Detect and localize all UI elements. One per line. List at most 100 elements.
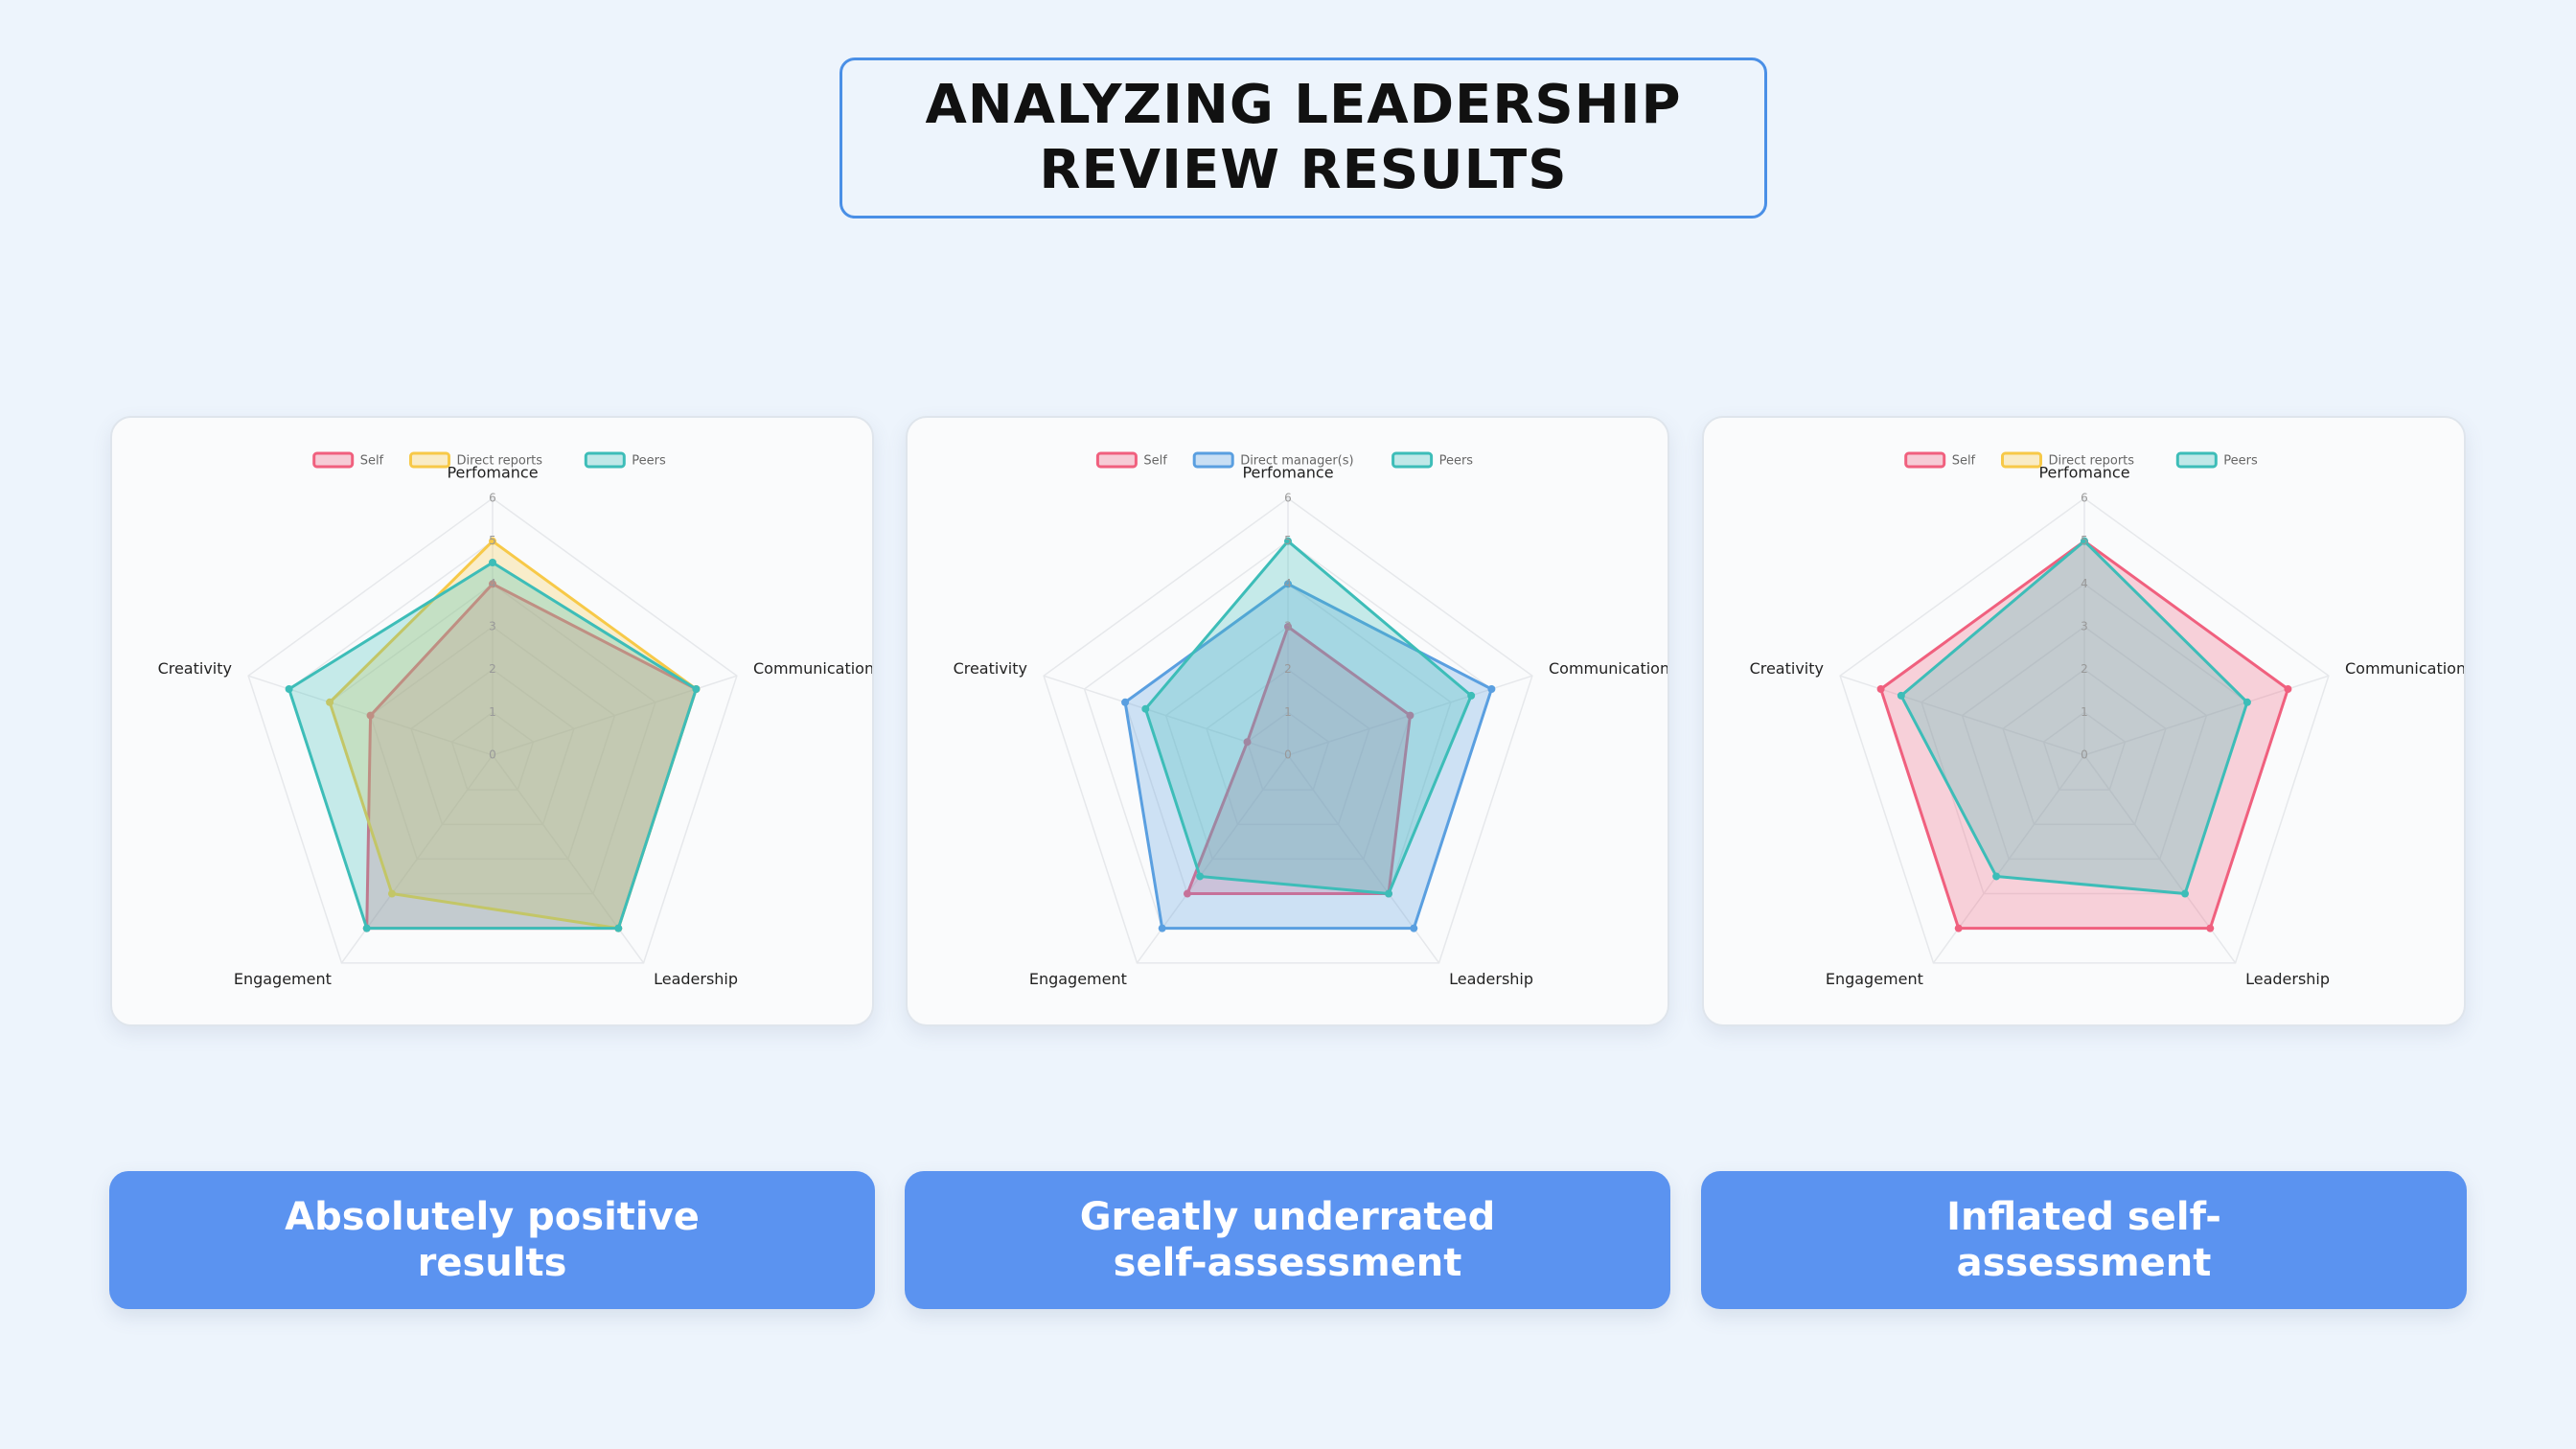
grid-line: [1246, 711, 1330, 791]
radar-point: [326, 698, 334, 706]
grid-line: [1920, 583, 2248, 895]
radar-point: [1183, 889, 1191, 898]
legend-label: Self: [1143, 454, 1167, 469]
r-tick-label: 5: [489, 534, 496, 547]
caption: Absolutely positive results: [109, 1171, 875, 1309]
radar-area: [1123, 582, 1494, 931]
radar-point: [614, 924, 623, 932]
r-tick-label: 5: [1284, 534, 1292, 547]
r-tick-label: 0: [489, 748, 496, 762]
r-tick-label: 0: [1284, 748, 1292, 762]
grid-line: [1961, 626, 2208, 861]
grid-line: [2042, 711, 2127, 791]
r-tick-label: 2: [489, 662, 496, 676]
radar-point: [692, 684, 701, 693]
radar-point: [1992, 872, 2001, 881]
r-tick-label: 2: [2081, 662, 2088, 676]
r-tick-label: 6: [2081, 492, 2088, 505]
axis-label: Creativity: [1750, 659, 1824, 678]
radar-area: [1184, 624, 1413, 896]
r-tick-label: 0: [2081, 748, 2088, 762]
title-box: ANALYZING LEADERSHIP REVIEW RESULTS: [840, 58, 1767, 218]
r-tick-label: 4: [489, 577, 496, 590]
chart-card: 0 1 2 3 4 5 6 Perfomance Communication Leadership…: [1702, 416, 2466, 1026]
axis-label: Engagement: [1029, 970, 1127, 988]
grid-line: [1839, 497, 2330, 964]
legend-label: Peers: [1439, 454, 1474, 469]
legend-label: Direct reports: [457, 454, 543, 469]
legend-swatch: [2001, 451, 2042, 469]
legend-swatch: [409, 451, 450, 469]
grid-line: [1043, 497, 1533, 964]
legend-label: Self: [1952, 454, 1976, 469]
axis-label: Communication: [1549, 659, 1668, 678]
radar-point: [1406, 711, 1414, 720]
radar-area: [328, 539, 699, 931]
radar-point: [1141, 704, 1150, 713]
radar-point: [1284, 623, 1292, 631]
radar-point: [489, 559, 496, 566]
legend-label: Direct manager(s): [1240, 454, 1353, 469]
radar-point: [1467, 691, 1476, 700]
r-tick-label: 2: [1284, 662, 1292, 676]
radar-point: [1243, 738, 1252, 747]
legend-swatch: [1904, 451, 1946, 469]
axis-label: Engagement: [234, 970, 332, 988]
radar-point: [1284, 580, 1292, 588]
legend-swatch: [312, 451, 355, 469]
legend-label: Self: [360, 454, 384, 469]
legend-label: Direct reports: [2049, 454, 2135, 469]
axis-label: Perfomance: [2038, 464, 2129, 482]
r-tick-label: 3: [2081, 620, 2088, 633]
radar-point: [387, 889, 396, 898]
radar-point: [1158, 924, 1166, 932]
legend-swatch: [1095, 451, 1138, 469]
chart-card: 0 1 2 3 4 5 6 Perfomance Communication Leadership…: [110, 416, 874, 1026]
caption: Greatly underrated self-assessment: [905, 1171, 1670, 1309]
radar-point: [2181, 889, 2190, 898]
axis-label: Leadership: [2245, 970, 2330, 988]
r-tick-label: 3: [1284, 620, 1292, 633]
chart: 0 1 2 3 4 5 6 Perfomance Communication Leadership…: [158, 451, 872, 988]
radar-point: [1121, 698, 1130, 706]
chart: 0 1 2 3 4 5 6 Perfomance Communication Leadership…: [954, 451, 1668, 988]
radar-point: [366, 711, 375, 720]
radar-point: [2081, 537, 2088, 545]
grid-line: [369, 626, 616, 861]
r-tick-label: 1: [1284, 705, 1292, 719]
legend-swatch: [2175, 451, 2218, 469]
radar-point: [1954, 924, 1963, 932]
axis-label: Leadership: [654, 970, 738, 988]
r-tick-label: 1: [489, 705, 496, 719]
axis-label: Perfomance: [447, 464, 538, 482]
axis-label: Engagement: [1826, 970, 1923, 988]
radar-point: [1385, 889, 1393, 898]
r-tick-label: 3: [489, 620, 496, 633]
radar-point: [1196, 872, 1205, 881]
grid-line: [2002, 668, 2167, 826]
radar-point: [2242, 698, 2251, 706]
r-tick-label: 6: [489, 492, 496, 505]
radar-point: [285, 684, 293, 693]
axis-label: Communication: [753, 659, 872, 678]
legend-swatch: [584, 451, 626, 469]
radar-point: [489, 537, 496, 545]
r-tick-label: 4: [2081, 577, 2088, 590]
radar-area: [1878, 539, 2290, 931]
grid-line: [329, 583, 656, 895]
axis-label: Perfomance: [1242, 464, 1333, 482]
slide-title: ANALYZING LEADERSHIP REVIEW RESULTS: [925, 74, 1682, 201]
radar-point: [2206, 924, 2215, 932]
radar-area: [1143, 539, 1473, 896]
axis-label: Creativity: [158, 659, 232, 678]
radar-point: [2284, 684, 2292, 693]
radar-point: [1284, 537, 1292, 545]
axis-label: Creativity: [954, 659, 1027, 678]
grid-line: [450, 711, 535, 791]
radar-point: [1897, 691, 1905, 700]
chart-card: 0 1 2 3 4 5 6 Perfomance Communication Leadership…: [906, 416, 1669, 1026]
chart: 0 1 2 3 4 5 6 Perfomance Communication Leadership…: [1750, 451, 2464, 988]
radar-point: [1487, 684, 1496, 693]
grid-line: [247, 497, 738, 964]
